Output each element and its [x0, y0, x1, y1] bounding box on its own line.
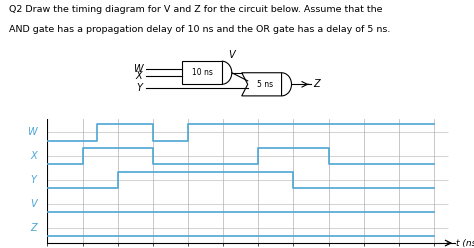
Text: X: X — [136, 71, 142, 81]
Text: X: X — [30, 151, 37, 161]
Text: 5 ns: 5 ns — [256, 80, 273, 89]
Text: t (ns): t (ns) — [456, 239, 474, 248]
Text: Y: Y — [136, 83, 142, 93]
Text: AND gate has a propagation delay of 10 ns and the OR gate has a delay of 5 ns.: AND gate has a propagation delay of 10 n… — [9, 25, 391, 34]
Text: Z: Z — [30, 222, 37, 233]
Text: W: W — [27, 127, 37, 137]
Text: Y: Y — [31, 175, 37, 185]
Text: W: W — [133, 64, 142, 74]
Text: V: V — [228, 50, 235, 60]
Text: Q2 Draw the timing diagram for V and Z for the circuit below. Assume that the: Q2 Draw the timing diagram for V and Z f… — [9, 5, 383, 14]
Text: Z: Z — [313, 79, 320, 89]
Text: V: V — [30, 199, 37, 209]
Text: 10 ns: 10 ns — [192, 68, 213, 77]
